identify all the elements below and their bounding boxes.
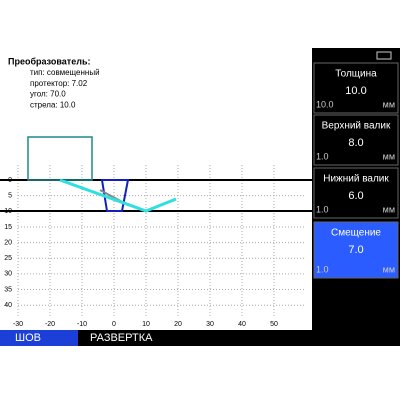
transducer-title: Преобразователь: <box>8 56 90 66</box>
y-tick-label: 35 <box>4 286 12 293</box>
menu-item[interactable]: ШОВ <box>15 332 41 344</box>
param-value: 10.0 <box>345 85 366 97</box>
param-label: Толщина <box>335 69 377 80</box>
y-tick-label: 25 <box>4 255 12 262</box>
transducer-line: тип: совмещенный <box>30 68 100 77</box>
param-value: 8.0 <box>348 137 363 149</box>
y-tick-label: 40 <box>4 302 12 309</box>
transducer-line: протектор: 7.02 <box>30 79 88 88</box>
param-range: 10.0 <box>316 99 334 109</box>
y-tick-label: 0 <box>8 177 12 184</box>
x-tick-label: 20 <box>174 321 182 328</box>
beam <box>59 178 177 213</box>
y-tick-label: 10 <box>4 208 12 215</box>
param-unit: мм <box>383 264 395 274</box>
param-range: 1.0 <box>316 151 329 161</box>
weld <box>100 179 130 212</box>
plot-bg <box>0 48 312 330</box>
param-box[interactable] <box>313 114 399 166</box>
param-label: Верхний валик <box>322 121 391 132</box>
x-tick-label: 40 <box>238 321 246 328</box>
x-tick-label: 50 <box>270 321 278 328</box>
param-label: Смещение <box>331 228 381 239</box>
param-box[interactable] <box>313 62 399 114</box>
menu-weld-active[interactable] <box>0 330 78 346</box>
x-tick-label: -10 <box>77 321 87 328</box>
x-tick-label: -30 <box>13 321 23 328</box>
param-box[interactable] <box>313 221 399 279</box>
param-label: Нижний валик <box>323 174 389 185</box>
param-box[interactable] <box>313 167 399 219</box>
battery-icon <box>376 51 392 60</box>
param-range: 1.0 <box>316 264 329 274</box>
x-tick-label: 0 <box>112 321 116 328</box>
x-tick-label: -20 <box>45 321 55 328</box>
param-value: 6.0 <box>348 190 363 202</box>
y-tick-label: 20 <box>4 239 12 246</box>
menu-item[interactable]: РАЗВЕРТКА <box>90 332 153 344</box>
param-range: 1.0 <box>316 204 329 214</box>
transducer-line: угол: 70.0 <box>30 90 66 99</box>
y-tick-label: 15 <box>4 224 12 231</box>
x-tick-label: 30 <box>206 321 214 328</box>
y-tick-label: 30 <box>4 271 12 278</box>
param-unit: мм <box>383 204 395 214</box>
y-tick-label: 5 <box>8 192 12 199</box>
transducer-line: стрела: 10.0 <box>30 101 76 110</box>
param-value: 7.0 <box>348 244 363 256</box>
menu-bar <box>0 330 400 346</box>
param-unit: мм <box>383 151 395 161</box>
x-tick-label: 10 <box>142 321 150 328</box>
param-unit: мм <box>383 99 395 109</box>
